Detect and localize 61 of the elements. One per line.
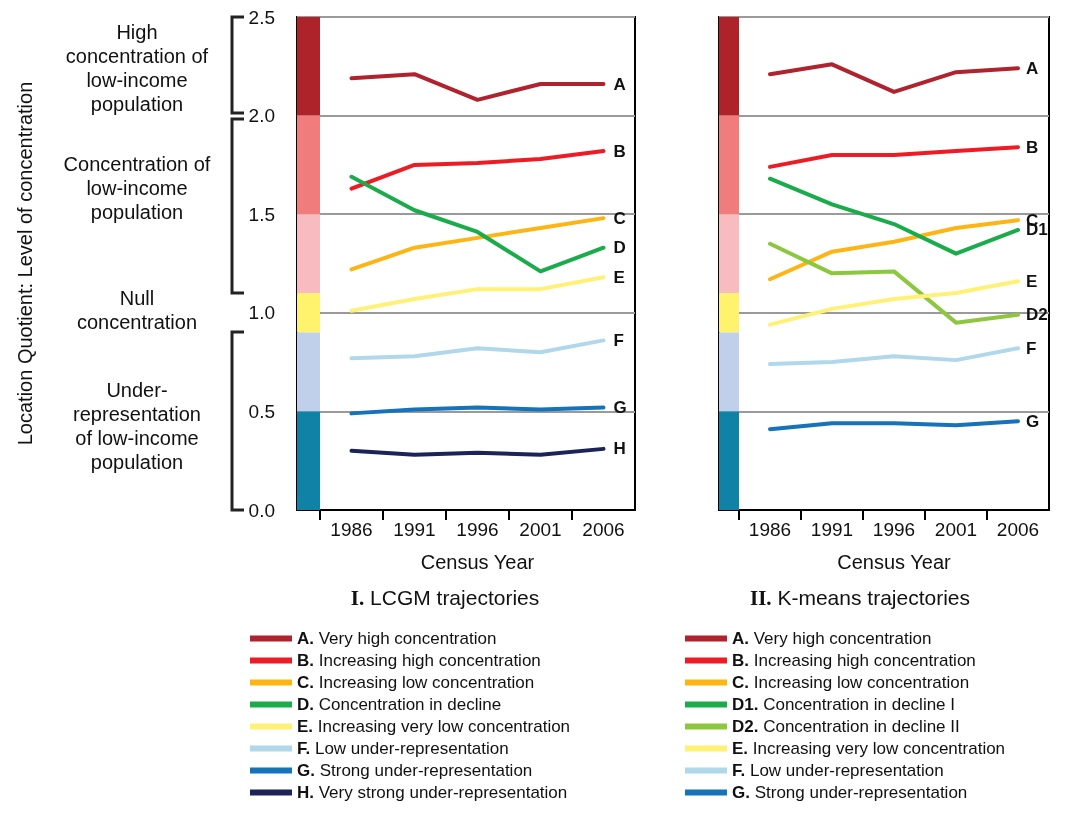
- x-tick-label: 1996: [456, 519, 499, 540]
- line-series: [349, 72, 606, 102]
- legend-label: C. Increasing low concentration: [297, 673, 535, 692]
- annotation: F: [613, 330, 624, 350]
- text: II. K-means trajectories: [749, 585, 970, 610]
- annotation: G: [1026, 411, 1040, 431]
- legend-label: G. Strong under-representation: [732, 783, 968, 802]
- annotation: B: [613, 141, 626, 161]
- annotation: C: [613, 208, 626, 228]
- x-tick-label: 2006: [996, 519, 1040, 540]
- y-tick-label: 0.0: [248, 499, 275, 521]
- annotation: H: [613, 439, 626, 459]
- line-series: [349, 338, 606, 361]
- legend-label: A. Very high concentration: [297, 629, 497, 648]
- legend-label: B. Increasing high concentration: [297, 651, 541, 670]
- legend-label: C. Increasing low concentration: [732, 673, 970, 692]
- y-axis-title: Location Quotient: Level of concentration: [14, 81, 36, 446]
- text: Null concentration: [75, 286, 199, 334]
- legend-label: A. Very high concentration: [732, 629, 932, 648]
- annotation: D2: [1026, 305, 1048, 325]
- text: I. LCGM trajectories: [350, 585, 540, 610]
- legend-label: D2. Concentration in decline II: [732, 717, 960, 736]
- legend-label: D. Concentration in decline: [297, 695, 502, 714]
- text: High concentration of low-income population: [64, 20, 210, 116]
- y-tick-label: 0.5: [248, 400, 275, 422]
- text: Under-representation of low-income population: [72, 378, 202, 474]
- x-axis-title: Census Year: [837, 551, 952, 573]
- y-tick-label: 1.0: [248, 302, 275, 324]
- y-tick-label: 1.5: [248, 203, 275, 225]
- x-axis-title: Census Year: [420, 551, 535, 573]
- line-series: [349, 174, 606, 274]
- legend-label: F. Low under-representation: [297, 739, 509, 758]
- legend-label: H. Very strong under-representation: [297, 783, 568, 802]
- annotation: B: [1026, 137, 1039, 157]
- x-tick-label: 2001: [934, 519, 978, 540]
- line-series: [349, 149, 606, 191]
- legend-label: B. Increasing high concentration: [732, 651, 976, 670]
- x-tick-label: 2006: [582, 519, 625, 540]
- x-tick-label: 1986: [748, 519, 792, 540]
- x-tick-label: 2001: [519, 519, 562, 540]
- legend-label: E. Increasing very low concentration: [297, 717, 571, 736]
- legend-label: E. Increasing very low concentration: [732, 739, 1006, 758]
- annotation: D: [613, 238, 626, 258]
- x-tick-label: 1991: [393, 519, 436, 540]
- legend-label: D1. Concentration in decline I: [732, 695, 956, 714]
- x-tick-label: 1986: [330, 519, 373, 540]
- annotation: A: [613, 74, 626, 94]
- text: Concentration of low-income population: [62, 152, 212, 224]
- annotation: A: [1026, 58, 1039, 78]
- line-series: [349, 216, 606, 272]
- legend-label: G. Strong under-representation: [297, 761, 533, 780]
- annotation: F: [1026, 338, 1037, 358]
- x-tick-label: 1996: [872, 519, 916, 540]
- x-tick-label: 1991: [810, 519, 854, 540]
- y-tick-label: 2.0: [248, 105, 275, 127]
- annotation: G: [613, 397, 627, 417]
- line-series: [349, 275, 606, 313]
- annotation: E: [613, 267, 625, 287]
- legend-label: F. Low under-representation: [732, 761, 944, 780]
- y-tick-label: 2.5: [248, 6, 275, 28]
- annotation: E: [1026, 271, 1038, 291]
